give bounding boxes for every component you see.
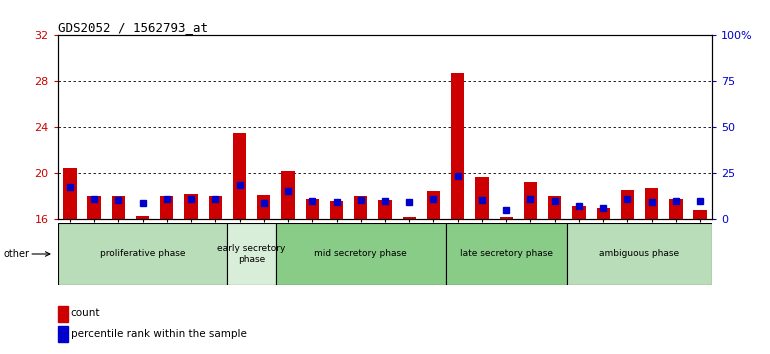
Bar bbox=[354, 196, 367, 219]
Bar bbox=[403, 217, 416, 219]
Bar bbox=[136, 216, 149, 219]
Bar bbox=[112, 196, 125, 219]
Bar bbox=[567, 223, 712, 285]
Bar bbox=[184, 194, 198, 219]
Bar bbox=[694, 210, 707, 219]
Bar bbox=[58, 306, 68, 321]
Bar bbox=[378, 200, 392, 219]
Bar bbox=[58, 326, 68, 342]
Bar bbox=[281, 171, 295, 219]
Bar bbox=[451, 73, 464, 219]
Bar bbox=[160, 196, 173, 219]
Bar bbox=[427, 191, 440, 219]
Text: proliferative phase: proliferative phase bbox=[100, 250, 186, 258]
Bar bbox=[475, 177, 489, 219]
Bar bbox=[645, 188, 658, 219]
Bar bbox=[669, 199, 682, 219]
Text: ambiguous phase: ambiguous phase bbox=[600, 250, 680, 258]
Text: count: count bbox=[71, 308, 100, 318]
Text: other: other bbox=[4, 249, 30, 259]
Bar bbox=[209, 196, 222, 219]
Bar bbox=[88, 196, 101, 219]
Bar bbox=[227, 223, 276, 285]
Bar bbox=[572, 206, 586, 219]
Text: late secretory phase: late secretory phase bbox=[460, 250, 553, 258]
Bar bbox=[621, 189, 634, 219]
Bar bbox=[233, 133, 246, 219]
Bar bbox=[276, 223, 446, 285]
Text: mid secretory phase: mid secretory phase bbox=[314, 250, 407, 258]
Bar bbox=[330, 201, 343, 219]
Bar bbox=[446, 223, 567, 285]
Bar bbox=[548, 196, 561, 219]
Bar bbox=[597, 208, 610, 219]
Bar bbox=[500, 217, 513, 219]
Bar bbox=[524, 182, 537, 219]
Bar bbox=[257, 195, 270, 219]
Text: percentile rank within the sample: percentile rank within the sample bbox=[71, 329, 246, 339]
Bar bbox=[63, 168, 76, 219]
Text: early secretory
phase: early secretory phase bbox=[217, 244, 286, 264]
Bar bbox=[306, 199, 319, 219]
Bar bbox=[58, 223, 227, 285]
Text: GDS2052 / 1562793_at: GDS2052 / 1562793_at bbox=[58, 21, 208, 34]
